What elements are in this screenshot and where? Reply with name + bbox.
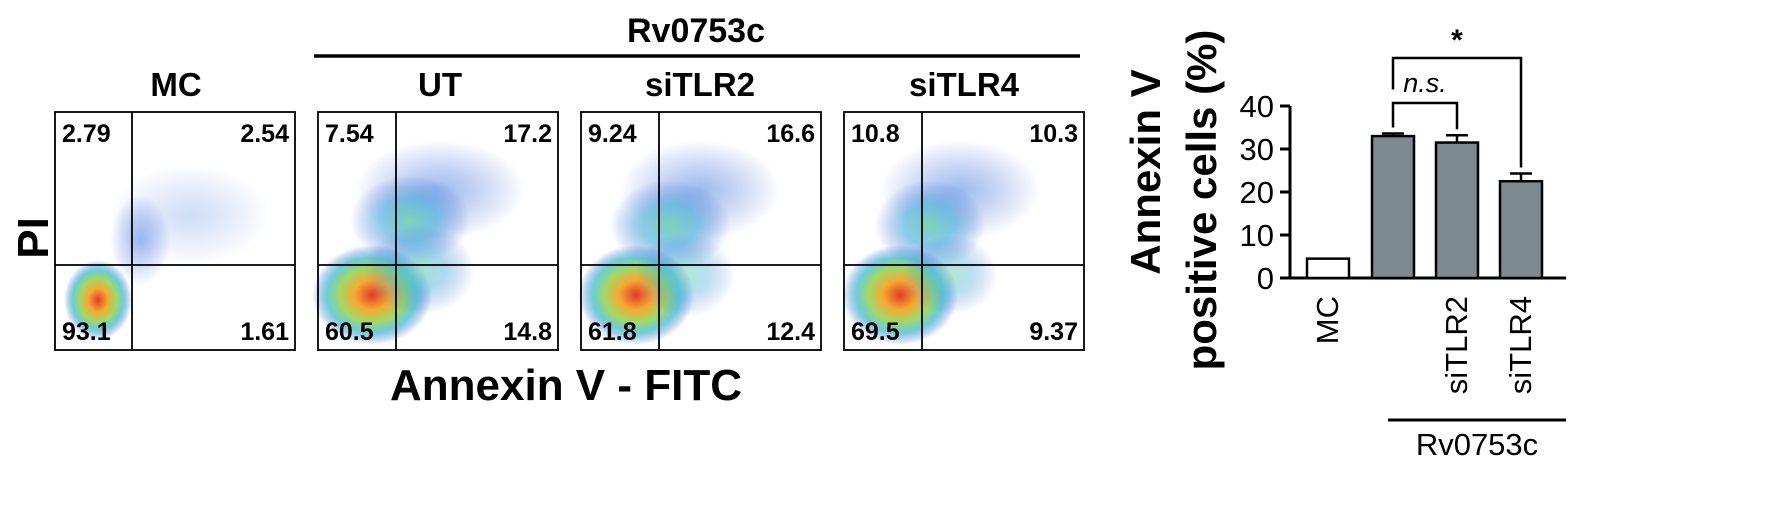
- x-category-label: siTLR2: [1439, 296, 1474, 394]
- panel-title: UT: [418, 66, 462, 103]
- quadrant-ur-value: 17.2: [503, 120, 552, 148]
- quadrant-ll-value: 60.5: [325, 318, 374, 346]
- bar: [1305, 257, 1351, 280]
- ns-bracket: [1391, 101, 1459, 130]
- panel-title: siTLR4: [909, 66, 1020, 103]
- ns-label: n.s.: [1403, 68, 1447, 98]
- quadrant-ul-value: 2.79: [62, 120, 111, 148]
- panel-title: siTLR2: [645, 66, 755, 103]
- quadrant-ur-value: 10.3: [1029, 120, 1078, 148]
- y-tick-label: 30: [1240, 132, 1274, 167]
- bar: [1370, 134, 1416, 280]
- scatter-density: [64, 165, 270, 340]
- flow-panels: Rv0753c PI Annexin V - FITC MC 2.79 2.54…: [9, 12, 1085, 410]
- quadrant-ll-value: 61.8: [588, 318, 637, 346]
- flow-panel-sitlr2: siTLR2 9.24 16.6 61.8 12.4: [578, 66, 822, 351]
- flow-panel-sitlr4: siTLR4 10.8 10.3 69.5 9.37: [842, 66, 1085, 351]
- bar-chart: Annexin V positive cells (%) 0 10 20 30 40 MC…: [1122, 24, 1566, 462]
- quadrant-ul-value: 9.24: [588, 120, 637, 148]
- chart-y-label-line2: positive cells (%): [1178, 30, 1225, 371]
- x-category-label: MC: [1310, 296, 1345, 344]
- sig-label: *: [1451, 24, 1463, 57]
- flow-x-axis-label: Annexin V - FITC: [390, 361, 742, 410]
- scatter-density: [578, 140, 780, 345]
- bar: [1498, 180, 1544, 280]
- scatter-density: [842, 140, 1040, 345]
- quadrant-ul-value: 10.8: [851, 120, 900, 148]
- quadrant-ll-value: 93.1: [62, 318, 111, 346]
- quadrant-ur-value: 2.54: [240, 120, 289, 148]
- chart-plot-area: 0 10 20 30 40 MC siTLR2 siTLR4 Rv0753c n.s.*: [1240, 24, 1566, 462]
- quadrant-lr-value: 12.4: [766, 318, 815, 346]
- chart-group-label: Rv0753c: [1416, 427, 1538, 462]
- quadrant-lr-value: 1.61: [240, 318, 289, 346]
- panel-frame: [54, 111, 296, 351]
- panel-frame: [843, 111, 1085, 351]
- quadrant-lr-value: 14.8: [503, 318, 552, 346]
- quadrant-ll-value: 69.5: [851, 318, 900, 346]
- quadrant-ul-value: 7.54: [325, 120, 374, 148]
- scatter-density: [312, 140, 525, 345]
- y-tick-label: 40: [1240, 89, 1274, 124]
- chart-y-label-line1: Annexin V: [1122, 69, 1169, 274]
- flow-group-label: Rv0753c: [627, 12, 765, 50]
- y-tick-label: 20: [1240, 175, 1274, 210]
- panel-title: MC: [150, 66, 201, 103]
- bar: [1434, 141, 1480, 280]
- y-tick-label: 10: [1240, 218, 1274, 253]
- y-tick-label: 0: [1257, 261, 1274, 296]
- panel-frame: [580, 111, 822, 351]
- quadrant-lr-value: 9.37: [1029, 318, 1078, 346]
- x-category-label: siTLR4: [1503, 296, 1538, 394]
- sig-bracket: [1391, 56, 1523, 168]
- panel-frame: [317, 111, 559, 351]
- flow-panel-mc: MC 2.79 2.54 93.1 1.61: [54, 66, 296, 351]
- flow-y-axis-label: PI: [9, 217, 58, 259]
- quadrant-ur-value: 16.6: [766, 120, 815, 148]
- flow-panel-ut: UT 7.54 17.2 60.5 14.8: [312, 66, 559, 351]
